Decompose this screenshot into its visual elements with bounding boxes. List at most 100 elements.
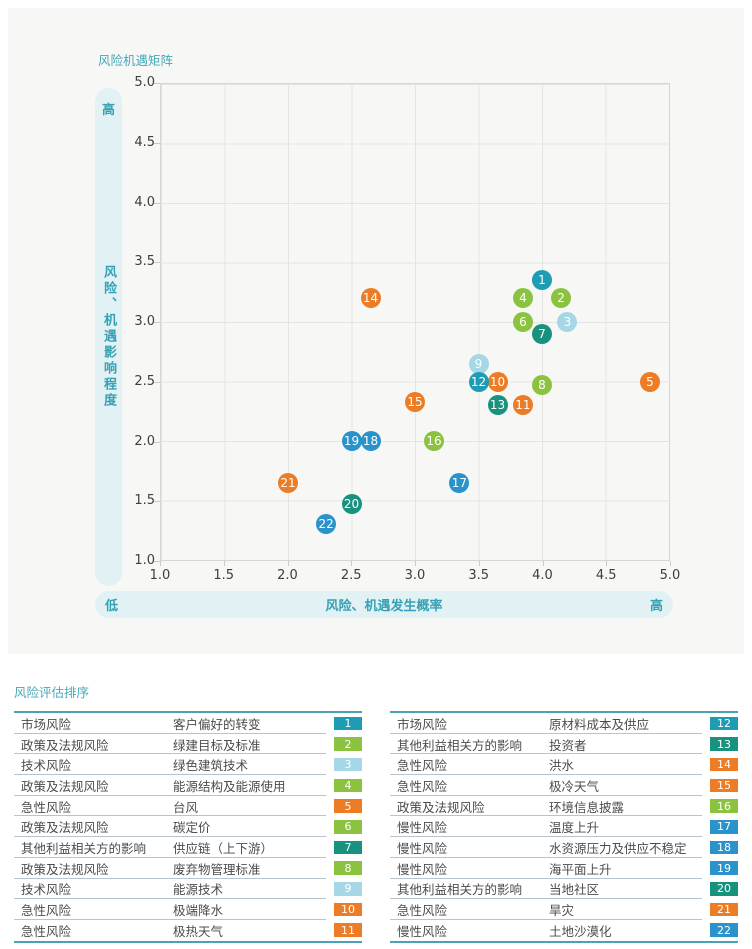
impact-axis-pill: 高 风险、机遇影响程度 xyxy=(95,88,122,586)
rank-badge-cell: 18 xyxy=(708,840,738,855)
rank-badge-cell: 4 xyxy=(332,778,362,793)
x-tick-mark xyxy=(670,561,671,566)
table-row: 其他利益相关方的影响 供应链（上下游） 7 xyxy=(14,837,362,858)
probability-axis-label: 风险、机遇发生概率 xyxy=(325,599,443,614)
rank-badge-cell: 11 xyxy=(332,923,362,937)
rank-badge: 5 xyxy=(334,799,362,813)
rank-badge-cell: 1 xyxy=(332,716,362,731)
chart-point: 9 xyxy=(468,353,489,374)
x-tick-label: 4.5 xyxy=(595,568,617,583)
item-cell: 原材料成本及供应 xyxy=(549,716,650,732)
chart-title: 风险机遇矩阵 xyxy=(98,53,174,68)
y-tick-label: 3.0 xyxy=(134,314,155,329)
y-axis-tick-labels: 5.0 4.5 4.0 3.5 3.0 2.5 2.0 1.5 1.0 xyxy=(8,75,155,568)
rank-badge: 12 xyxy=(710,716,738,731)
probability-low-label: 低 xyxy=(105,599,119,614)
rank-badge-cell: 7 xyxy=(332,840,362,855)
table-row: 政策及法规风险 绿建目标及标准 2 xyxy=(14,734,362,755)
chart-point: 17 xyxy=(449,472,470,493)
probability-axis-pill: 低 风险、机遇发生概率 高 xyxy=(95,591,673,618)
item-cell: 极端降水 xyxy=(173,903,224,919)
impact-high-label: 高 xyxy=(101,103,115,118)
category-cell: 急性风险 xyxy=(397,778,448,794)
x-tick-mark xyxy=(542,561,544,566)
rank-badge: 15 xyxy=(710,778,738,793)
category-cell: 其他利益相关方的影响 xyxy=(21,840,147,856)
item-cell: 供应链（上下游） xyxy=(173,840,274,856)
item-cell: 绿色建筑技术 xyxy=(173,758,249,774)
category-cell: 急性风险 xyxy=(21,799,72,815)
y-tick-mark xyxy=(154,381,160,383)
rank-badge-cell: 19 xyxy=(708,861,738,875)
x-tick-label: 2.5 xyxy=(340,568,362,583)
chart-point: 3 xyxy=(557,312,578,332)
chart-point: 6 xyxy=(512,312,533,332)
x-tick-mark xyxy=(160,561,161,566)
category-cell: 慢性风险 xyxy=(397,820,448,836)
rank-badge: 10 xyxy=(334,902,362,917)
table-row: 技术风险 能源技术 9 xyxy=(14,879,362,900)
category-cell: 慢性风险 xyxy=(397,923,448,939)
rank-badge-cell: 14 xyxy=(708,757,738,772)
table-row: 市场风险 原材料成本及供应 12 xyxy=(390,713,738,734)
item-cell: 客户偏好的转变 xyxy=(173,716,261,732)
x-tick-mark xyxy=(415,561,416,566)
x-tick-mark xyxy=(287,561,289,566)
x-tick-label: 3.5 xyxy=(468,568,490,583)
table-row: 急性风险 台风 5 xyxy=(14,796,362,817)
item-cell: 当地社区 xyxy=(549,882,600,898)
y-tick-label: 2.0 xyxy=(134,433,155,449)
rank-badge: 4 xyxy=(334,778,362,793)
table-row: 政策及法规风险 碳定价 6 xyxy=(14,816,362,837)
rank-badge: 14 xyxy=(710,757,738,772)
rank-badge: 21 xyxy=(710,902,738,917)
item-cell: 旱灾 xyxy=(549,903,575,919)
y-tick-mark xyxy=(154,202,160,204)
ranking-table-right: 市场风险 原材料成本及供应 12 其他利益相关方的影响 投资者 13 急性风险 洪水 14 急性风… xyxy=(390,711,738,943)
rank-badge: 16 xyxy=(710,799,738,813)
rank-badge-cell: 21 xyxy=(708,902,738,917)
rank-badge: 3 xyxy=(334,757,362,772)
x-tick-mark xyxy=(478,561,480,566)
item-cell: 极热天气 xyxy=(173,923,224,939)
category-cell: 政策及法规风险 xyxy=(397,799,485,815)
y-axis-tick-marks xyxy=(154,83,160,562)
item-cell: 台风 xyxy=(173,799,199,815)
impact-axis-label: 风险、机遇影响程度 xyxy=(101,265,116,409)
ranking-title: 风险评估排序 xyxy=(14,685,90,700)
category-cell: 技术风险 xyxy=(21,882,72,898)
y-tick-mark xyxy=(154,441,160,443)
category-cell: 急性风险 xyxy=(21,923,72,939)
table-row: 政策及法规风险 废弃物管理标准 8 xyxy=(14,858,362,879)
category-cell: 慢性风险 xyxy=(397,861,448,877)
y-tick-mark xyxy=(154,322,160,323)
rank-badge: 9 xyxy=(334,882,362,896)
rank-badge-cell: 6 xyxy=(332,820,362,834)
plot-area: 1 2 3 4 5 6 7 8 9 10 11 12 13 14 15 16 17 18 19 20 21 22 xyxy=(160,83,670,561)
chart-point: 21 xyxy=(278,472,298,493)
x-tick-mark xyxy=(223,561,225,566)
category-cell: 其他利益相关方的影响 xyxy=(397,737,523,753)
rank-badge-cell: 2 xyxy=(332,737,362,751)
chart-point: 20 xyxy=(341,494,362,515)
chart-point: 1 xyxy=(532,270,552,291)
table-row: 急性风险 洪水 14 xyxy=(390,754,738,775)
rank-badge: 20 xyxy=(710,882,738,896)
chart-point: 18 xyxy=(360,431,381,451)
rank-badge-cell: 5 xyxy=(332,799,362,813)
table-row: 急性风险 极冷天气 15 xyxy=(390,775,738,796)
rank-badge-cell: 20 xyxy=(708,882,738,896)
x-tick-label: 5.0 xyxy=(659,568,681,583)
y-tick-label: 4.0 xyxy=(134,194,155,210)
rank-badge-cell: 22 xyxy=(708,923,738,937)
chart-point: 15 xyxy=(405,391,425,412)
chart-point: 22 xyxy=(316,514,337,535)
item-cell: 海平面上升 xyxy=(549,861,612,877)
rank-badge-cell: 8 xyxy=(332,861,362,875)
table-row: 其他利益相关方的影响 投资者 13 xyxy=(390,734,738,755)
chart-point: 8 xyxy=(532,375,552,396)
table-row: 技术风险 绿色建筑技术 3 xyxy=(14,754,362,775)
item-cell: 碳定价 xyxy=(173,820,211,836)
chart-point: 11 xyxy=(512,395,533,416)
rank-badge: 1 xyxy=(334,716,362,731)
